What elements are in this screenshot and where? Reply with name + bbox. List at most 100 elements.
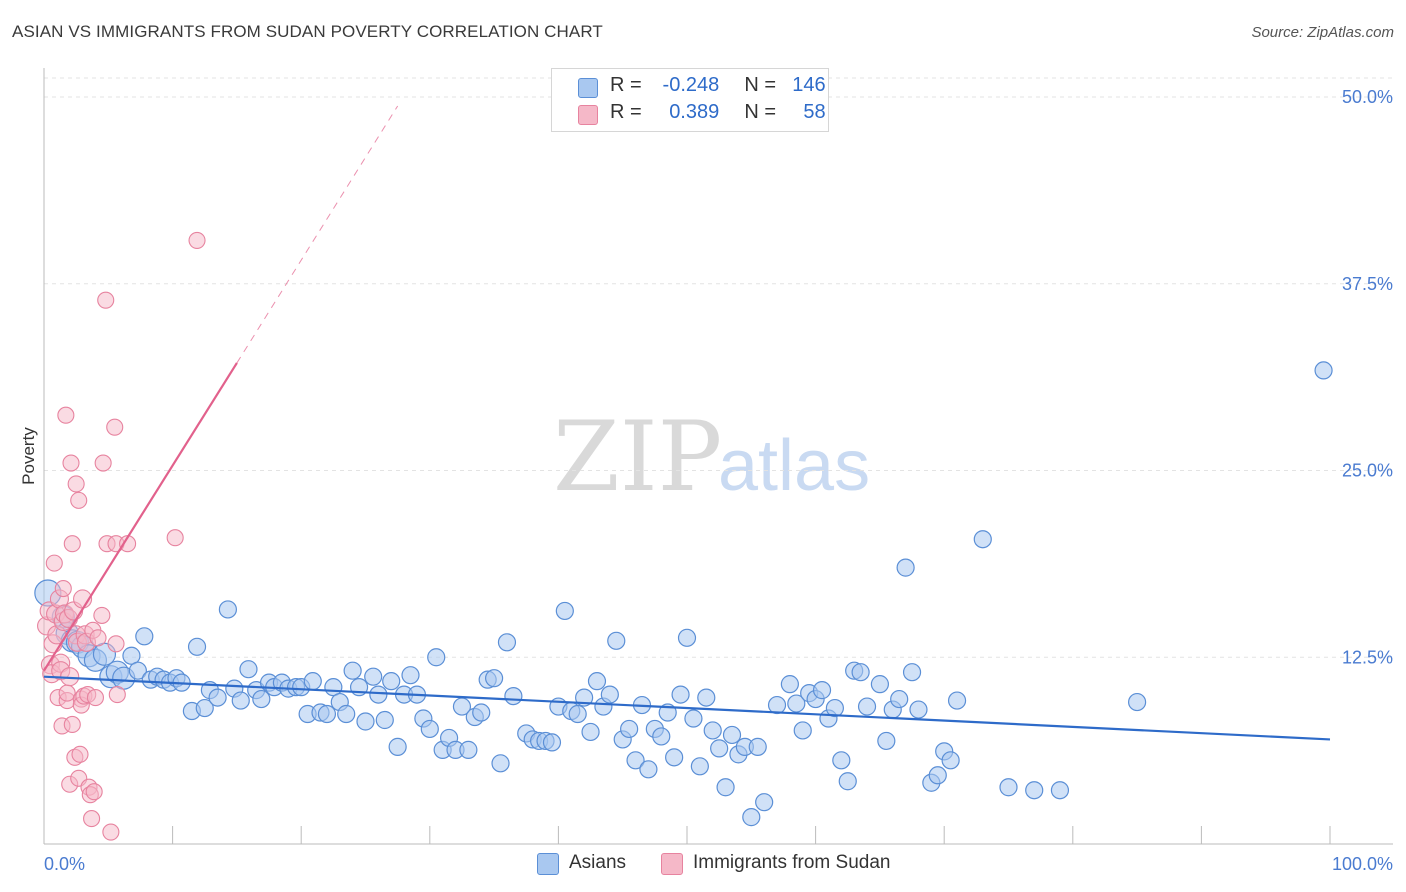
asian-point xyxy=(252,689,271,709)
sudan-point xyxy=(45,554,63,572)
sudan-point xyxy=(107,635,125,653)
asians-swatch xyxy=(537,853,559,875)
asian-point xyxy=(851,663,870,682)
legend-r-value: -0.248 xyxy=(662,74,720,96)
asian-point xyxy=(896,558,915,577)
legend-swatch-sudan xyxy=(578,105,598,125)
sudan-point xyxy=(108,686,126,704)
sudan-point xyxy=(89,629,107,647)
asian-point xyxy=(497,633,517,652)
asian-point xyxy=(485,669,504,688)
asian-point xyxy=(504,686,523,706)
sudan-trend-extension xyxy=(236,105,399,364)
asian-point xyxy=(690,757,709,776)
asian-point xyxy=(703,721,722,740)
legend-r-label: R = xyxy=(610,74,642,96)
asian-point xyxy=(684,709,703,728)
sudan-point xyxy=(97,291,115,309)
sudan-point xyxy=(67,475,85,493)
trend-lines xyxy=(43,105,1331,741)
sudan-point xyxy=(102,823,120,841)
asian-point xyxy=(1127,692,1147,712)
y-axis-label: Poverty xyxy=(19,427,38,485)
asian-point xyxy=(239,660,258,679)
asian-point xyxy=(710,739,729,758)
asian-point xyxy=(420,719,439,739)
asian-point xyxy=(587,672,607,691)
asian-point xyxy=(382,672,401,691)
watermark-zip: ZIP xyxy=(553,401,722,513)
asian-point xyxy=(581,722,600,742)
asian-point xyxy=(697,688,716,707)
asian-point xyxy=(832,751,851,770)
asian-point xyxy=(317,704,337,724)
correlation-legend: R = -0.248 N = 146 R = 0.389 N = 58 xyxy=(551,68,829,132)
y-tick-label: 25.0% xyxy=(1342,461,1393,481)
asian-point xyxy=(857,697,877,716)
chart-title: ASIAN VS IMMIGRANTS FROM SUDAN POVERTY C… xyxy=(12,22,603,41)
asian-point xyxy=(343,661,362,680)
asian-point xyxy=(135,627,154,646)
asian-point xyxy=(870,675,890,694)
asian-point xyxy=(671,685,690,704)
asian-point xyxy=(568,704,587,724)
sudan-point xyxy=(71,745,89,763)
asian-point xyxy=(767,695,787,715)
asian-point xyxy=(337,704,356,724)
legend-n-label: N = xyxy=(744,101,777,123)
asian-point xyxy=(639,760,658,779)
asian-point xyxy=(877,731,896,751)
asian-point xyxy=(208,688,227,707)
asian-point xyxy=(825,698,844,718)
sudan-point xyxy=(62,454,80,472)
asian-point xyxy=(607,631,626,650)
asian-point xyxy=(909,700,928,719)
asian-point xyxy=(218,600,237,619)
asian-point xyxy=(364,667,383,686)
asian-point xyxy=(999,778,1018,797)
asian-point xyxy=(542,733,562,752)
y-tick-label: 37.5% xyxy=(1342,274,1393,294)
sudan-point xyxy=(166,529,184,547)
legend-n-value: 58 xyxy=(803,101,826,123)
asian-point xyxy=(375,710,394,730)
sudan-point xyxy=(63,715,81,734)
legend-swatch-asians xyxy=(578,78,598,98)
asian-point xyxy=(780,675,799,694)
x-tick-label-max: 100.0% xyxy=(1332,854,1393,874)
asian-point xyxy=(122,646,141,665)
gridlines xyxy=(44,77,1393,658)
sudan-swatch xyxy=(661,853,683,875)
asian-point xyxy=(459,740,478,759)
sudan-label: Immigrants from Sudan xyxy=(693,852,891,873)
asian-point xyxy=(1050,781,1070,800)
asian-point xyxy=(491,754,510,773)
legend-n-label: N = xyxy=(744,74,777,96)
asian-point xyxy=(620,719,639,739)
asian-point xyxy=(401,666,420,685)
legend-n-value: 146 xyxy=(792,74,826,96)
asian-point xyxy=(1025,781,1044,800)
asian-point xyxy=(303,672,322,691)
asian-point xyxy=(187,637,207,656)
sudan-point xyxy=(70,491,88,509)
sudan-points xyxy=(37,231,206,841)
asian-point xyxy=(665,748,684,767)
sudan-point xyxy=(86,689,104,707)
asian-point xyxy=(356,712,375,731)
asian-point xyxy=(793,721,812,740)
asian-trend-line xyxy=(43,675,1331,741)
asian-point xyxy=(890,689,909,709)
asian-point xyxy=(626,751,645,770)
asian-point xyxy=(722,725,742,745)
asian-point xyxy=(427,648,446,667)
y-tick-label: 50.0% xyxy=(1342,87,1393,107)
asian-point xyxy=(755,793,774,812)
sudan-trend-line xyxy=(43,362,238,672)
sudan-point xyxy=(93,606,111,624)
asian-point xyxy=(838,772,857,791)
watermark-atlas: atlas xyxy=(718,426,870,506)
asian-point xyxy=(600,685,619,704)
asian-point xyxy=(652,727,671,746)
